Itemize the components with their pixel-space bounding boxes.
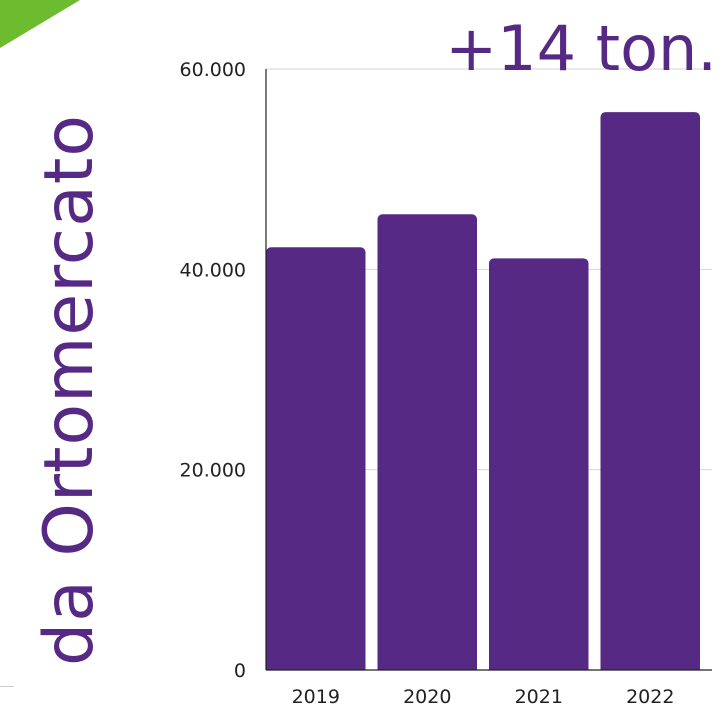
y-tick-label: 0 <box>234 660 246 682</box>
x-tick-label: 2021 <box>515 686 563 706</box>
bar <box>377 214 477 670</box>
bar-base <box>266 662 366 670</box>
bar <box>489 258 589 670</box>
bottom-left-rule <box>0 686 14 687</box>
bar <box>600 112 700 671</box>
bar <box>266 247 366 670</box>
y-tick-label: 20.000 <box>180 460 246 482</box>
bar-base <box>377 662 477 670</box>
headline-delta: +14 ton. <box>445 12 717 85</box>
bar-base <box>600 662 700 670</box>
x-tick-label: 2020 <box>403 686 451 706</box>
y-tick-label: 40.000 <box>180 259 246 281</box>
x-tick-label: 2019 <box>292 686 340 706</box>
corner-accent-triangle <box>0 0 80 48</box>
y-tick-label: 60.000 <box>180 59 246 81</box>
bar-base <box>489 662 589 670</box>
x-tick-label: 2022 <box>626 686 674 706</box>
